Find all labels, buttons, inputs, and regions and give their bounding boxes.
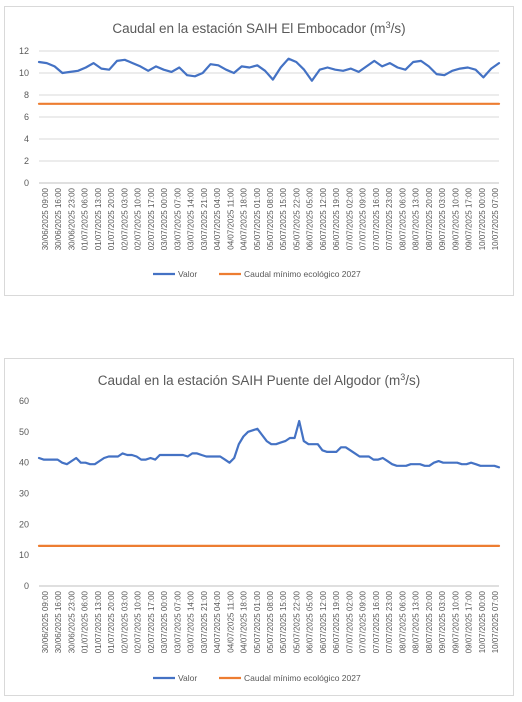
x-tick-label: 05/07/2025 15:00	[279, 187, 288, 250]
x-tick-label: 01/07/2025 13:00	[94, 187, 103, 250]
x-tick-label: 04/07/2025 18:00	[240, 590, 249, 653]
y-tick-label: 6	[24, 112, 29, 122]
x-tick-label: 09/07/2025 03:00	[438, 187, 447, 250]
x-tick-label: 01/07/2025 20:00	[107, 187, 116, 250]
x-tick-label: 10/07/2025 07:00	[491, 590, 500, 653]
x-tick-label: 07/07/2025 02:00	[345, 187, 354, 250]
y-tick-label: 0	[24, 178, 29, 188]
x-tick-label: 02/07/2025 03:00	[120, 590, 129, 653]
x-tick-label: 08/07/2025 06:00	[398, 187, 407, 250]
chart-panel-algodor: Caudal en la estación SAIH Puente del Al…	[4, 358, 514, 696]
x-tick-label: 10/07/2025 00:00	[478, 187, 487, 250]
x-tick-label: 05/07/2025 01:00	[253, 187, 262, 250]
x-tick-label: 04/07/2025 04:00	[213, 590, 222, 653]
x-tick-label: 07/07/2025 09:00	[359, 590, 368, 653]
x-tick-label: 06/07/2025 05:00	[306, 590, 315, 653]
x-tick-label: 03/07/2025 00:00	[160, 590, 169, 653]
x-tick-label: 02/07/2025 10:00	[134, 187, 143, 250]
x-tick-label: 07/07/2025 09:00	[359, 187, 368, 250]
legend-label: Caudal mínimo ecológico 2027	[244, 673, 361, 683]
y-tick-label: 40	[19, 458, 29, 468]
x-tick-label: 01/07/2025 20:00	[107, 590, 116, 653]
y-tick-label: 30	[19, 489, 29, 499]
x-tick-label: 06/07/2025 19:00	[332, 590, 341, 653]
x-tick-label: 07/07/2025 23:00	[385, 187, 394, 250]
y-tick-label: 10	[19, 68, 29, 78]
x-tick-label: 30/06/2025 23:00	[67, 590, 76, 653]
x-tick-label: 04/07/2025 11:00	[226, 187, 235, 249]
x-tick-label: 08/07/2025 20:00	[425, 590, 434, 653]
y-tick-label: 50	[19, 427, 29, 437]
x-tick-label: 03/07/2025 00:00	[160, 187, 169, 250]
x-tick-label: 03/07/2025 14:00	[187, 590, 196, 653]
x-tick-label: 03/07/2025 07:00	[173, 590, 182, 653]
x-tick-label: 06/07/2025 12:00	[319, 590, 328, 653]
legend-label: Valor	[178, 673, 197, 683]
x-tick-label: 02/07/2025 10:00	[134, 590, 143, 653]
x-tick-label: 06/07/2025 05:00	[306, 187, 315, 250]
x-tick-label: 07/07/2025 02:00	[345, 590, 354, 653]
x-tick-label: 10/07/2025 07:00	[491, 187, 500, 250]
chart-embocador: Caudal en la estación SAIH El Embocador …	[19, 20, 501, 279]
x-tick-label: 05/07/2025 08:00	[266, 590, 275, 653]
y-tick-label: 20	[19, 519, 29, 529]
x-tick-label: 04/07/2025 04:00	[213, 187, 222, 250]
x-tick-label: 09/07/2025 10:00	[451, 187, 460, 250]
x-tick-label: 30/06/2025 16:00	[54, 590, 63, 653]
x-tick-label: 01/07/2025 13:00	[94, 590, 103, 653]
x-tick-label: 06/07/2025 19:00	[332, 187, 341, 250]
x-tick-label: 08/07/2025 20:00	[425, 187, 434, 250]
x-tick-label: 30/06/2025 09:00	[41, 590, 50, 653]
x-tick-label: 30/06/2025 09:00	[41, 187, 50, 250]
x-tick-label: 05/07/2025 22:00	[292, 187, 301, 250]
y-tick-label: 4	[24, 134, 29, 144]
y-tick-label: 0	[24, 581, 29, 591]
x-tick-label: 01/07/2025 06:00	[81, 590, 90, 653]
x-tick-label: 09/07/2025 17:00	[465, 187, 474, 250]
x-tick-label: 02/07/2025 03:00	[120, 187, 129, 250]
series-line-valor	[37, 57, 501, 82]
x-tick-label: 06/07/2025 12:00	[319, 187, 328, 250]
y-tick-label: 12	[19, 46, 29, 56]
x-tick-label: 10/07/2025 00:00	[478, 590, 487, 653]
x-tick-label: 07/07/2025 16:00	[372, 187, 381, 250]
y-tick-label: 60	[19, 396, 29, 406]
chart-title: Caudal en la estación SAIH Puente del Al…	[98, 372, 420, 388]
x-tick-label: 07/07/2025 23:00	[385, 590, 394, 653]
x-tick-label: 02/07/2025 17:00	[147, 187, 156, 250]
x-tick-label: 30/06/2025 23:00	[67, 187, 76, 250]
chart-title: Caudal en la estación SAIH El Embocador …	[112, 20, 405, 36]
x-tick-label: 09/07/2025 10:00	[451, 590, 460, 653]
x-tick-label: 30/06/2025 16:00	[54, 187, 63, 250]
x-tick-label: 08/07/2025 13:00	[412, 590, 421, 653]
x-tick-label: 09/07/2025 17:00	[465, 590, 474, 653]
x-tick-label: 07/07/2025 16:00	[372, 590, 381, 653]
x-tick-label: 08/07/2025 13:00	[412, 187, 421, 250]
x-tick-label: 05/07/2025 15:00	[279, 590, 288, 653]
x-tick-label: 04/07/2025 18:00	[240, 187, 249, 250]
x-tick-label: 03/07/2025 07:00	[173, 187, 182, 250]
x-tick-label: 08/07/2025 06:00	[398, 590, 407, 653]
x-tick-label: 05/07/2025 08:00	[266, 187, 275, 250]
x-tick-label: 02/07/2025 17:00	[147, 590, 156, 653]
y-tick-label: 8	[24, 90, 29, 100]
chart-algodor: Caudal en la estación SAIH Puente del Al…	[19, 372, 501, 683]
x-tick-label: 09/07/2025 03:00	[438, 590, 447, 653]
legend-label: Caudal mínimo ecológico 2027	[244, 269, 361, 279]
chart-panel-embocador: Caudal en la estación SAIH El Embocador …	[4, 6, 514, 296]
y-tick-label: 2	[24, 156, 29, 166]
x-tick-label: 01/07/2025 06:00	[81, 187, 90, 250]
legend-label: Valor	[178, 269, 197, 279]
series-line-valor	[37, 419, 501, 469]
x-tick-label: 04/07/2025 11:00	[226, 590, 235, 652]
x-tick-label: 03/07/2025 21:00	[200, 187, 209, 250]
x-tick-label: 05/07/2025 01:00	[253, 590, 262, 653]
x-tick-label: 03/07/2025 14:00	[187, 187, 196, 250]
x-tick-label: 05/07/2025 22:00	[292, 590, 301, 653]
x-tick-label: 03/07/2025 21:00	[200, 590, 209, 653]
y-tick-label: 10	[19, 550, 29, 560]
